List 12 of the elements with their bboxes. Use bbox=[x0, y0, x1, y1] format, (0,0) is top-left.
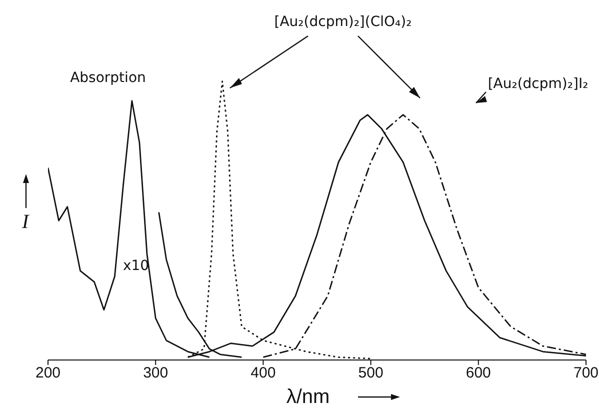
x-tick-label: 700 bbox=[573, 364, 599, 382]
annotation: [Au₂(dcpm)₂]I₂ bbox=[488, 76, 588, 92]
x-tick-label: 300 bbox=[143, 364, 168, 382]
x-axis-title: λ/nm bbox=[286, 386, 330, 408]
y-axis-title: I bbox=[21, 211, 30, 233]
annotation: Absorption bbox=[70, 70, 146, 86]
x-tick-label: 600 bbox=[466, 364, 491, 382]
text: [Au₂(dcpm)₂](ClO₄)₂ bbox=[274, 14, 412, 30]
x-tick-label: 400 bbox=[250, 364, 276, 382]
annotation: x10 bbox=[122, 258, 150, 274]
x-tick-label: 200 bbox=[35, 364, 61, 382]
x-tick-label: 500 bbox=[358, 364, 384, 382]
